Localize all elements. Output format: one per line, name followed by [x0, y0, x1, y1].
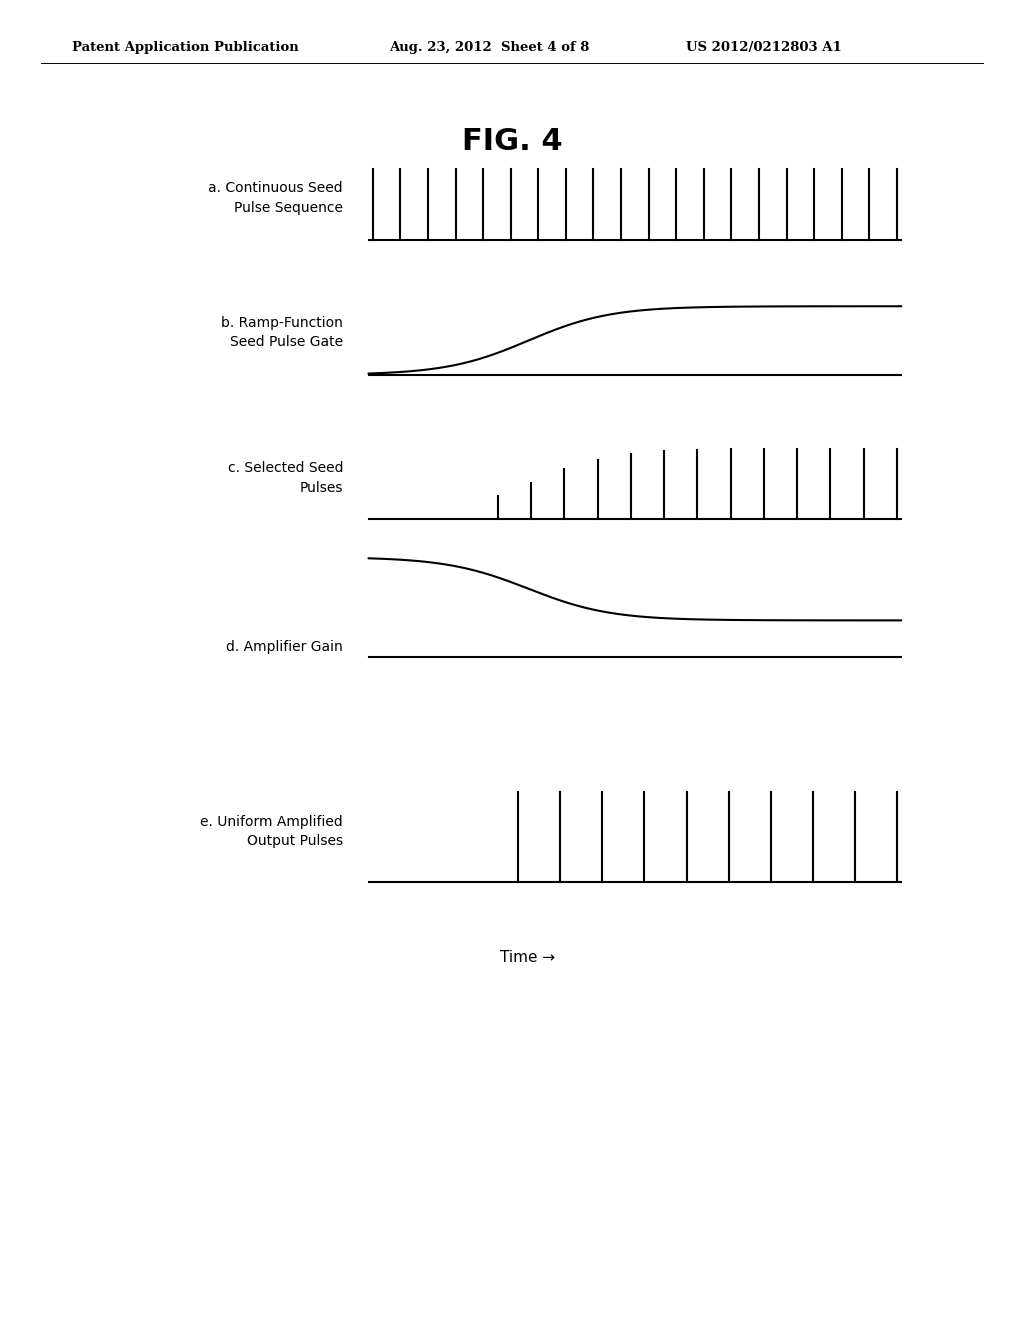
Text: Time →: Time → — [500, 949, 555, 965]
Text: c. Selected Seed
Pulses: c. Selected Seed Pulses — [227, 461, 343, 495]
Text: Patent Application Publication: Patent Application Publication — [72, 41, 298, 54]
Text: FIG. 4: FIG. 4 — [462, 127, 562, 156]
Text: e. Uniform Amplified
Output Pulses: e. Uniform Amplified Output Pulses — [201, 814, 343, 849]
Text: US 2012/0212803 A1: US 2012/0212803 A1 — [686, 41, 842, 54]
Text: b. Ramp-Function
Seed Pulse Gate: b. Ramp-Function Seed Pulse Gate — [221, 315, 343, 350]
Text: d. Amplifier Gain: d. Amplifier Gain — [226, 640, 343, 653]
Text: a. Continuous Seed
Pulse Sequence: a. Continuous Seed Pulse Sequence — [209, 181, 343, 215]
Text: Aug. 23, 2012  Sheet 4 of 8: Aug. 23, 2012 Sheet 4 of 8 — [389, 41, 590, 54]
